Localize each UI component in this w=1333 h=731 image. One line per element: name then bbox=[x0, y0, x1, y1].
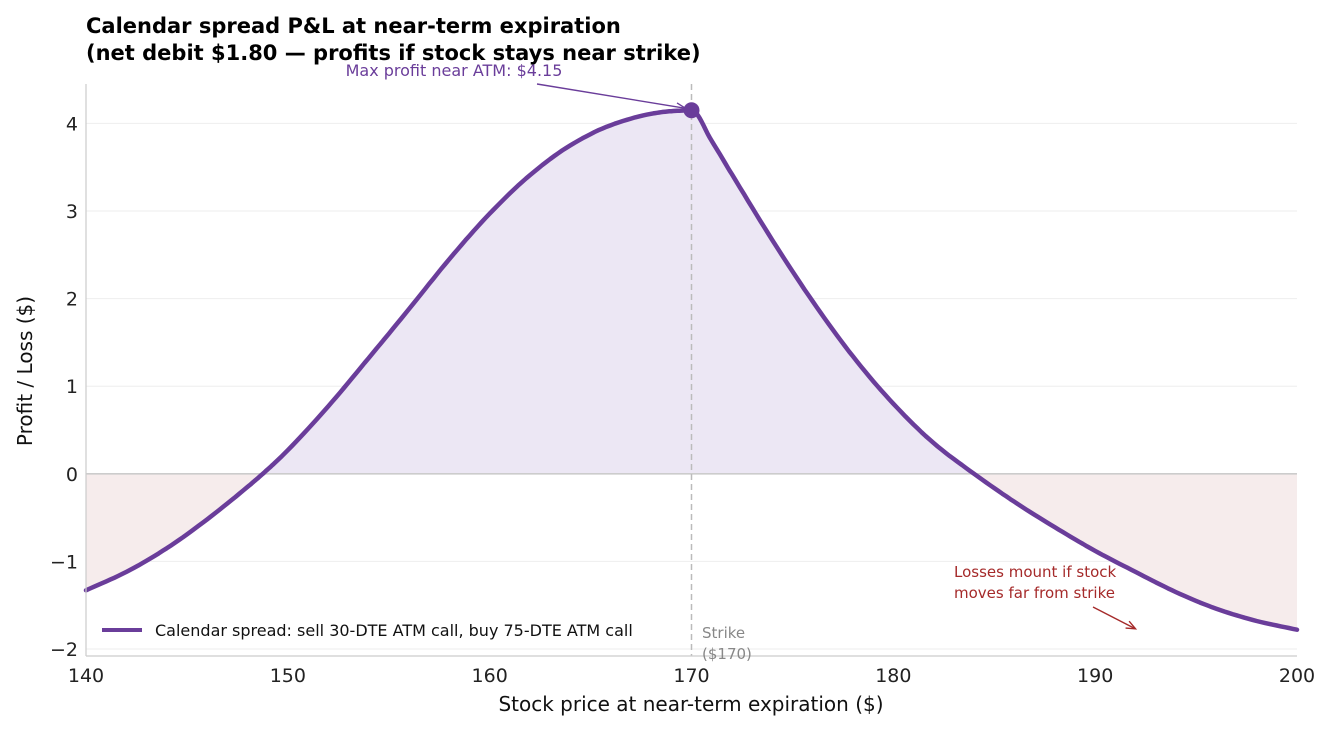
series-line bbox=[83, 108, 1300, 632]
max-profit-arrow bbox=[536, 83, 686, 109]
strike-annotation-line2: ($170) bbox=[702, 645, 752, 663]
x-tick-label: 140 bbox=[68, 665, 104, 687]
loss-arrow-head bbox=[1125, 620, 1138, 630]
x-tick-label: 200 bbox=[1279, 665, 1315, 687]
x-tick-label: 150 bbox=[270, 665, 306, 687]
x-tick-labels: 140 150 160 170 180 190 200 bbox=[68, 665, 1315, 687]
annotations: Max profit near ATM: $4.15 Losses mount … bbox=[346, 61, 1138, 663]
x-tick-label: 170 bbox=[673, 665, 709, 687]
x-tick-label: 160 bbox=[472, 665, 508, 687]
chart-title-line1: Calendar spread P&L at near-term expirat… bbox=[86, 14, 621, 38]
y-tick-label: −1 bbox=[50, 551, 78, 573]
chart-title-line2: (net debit $1.80 — profits if stock stay… bbox=[86, 41, 701, 65]
loss-arrow bbox=[1092, 606, 1136, 630]
pnl-fill-areas bbox=[86, 110, 1297, 630]
max-profit-point bbox=[683, 102, 700, 119]
y-axis-label: Profit / Loss ($) bbox=[13, 296, 37, 446]
y-tick-label: 3 bbox=[66, 201, 78, 223]
legend-label: Calendar spread: sell 30-DTE ATM call, b… bbox=[155, 621, 633, 640]
profit-area bbox=[86, 110, 1297, 474]
x-axis-label: Stock price at near-term expiration ($) bbox=[498, 692, 883, 716]
y-tick-label: 4 bbox=[66, 113, 78, 135]
max-profit-annotation: Max profit near ATM: $4.15 bbox=[346, 61, 563, 80]
loss-annotation-line2: moves far from strike bbox=[954, 584, 1115, 602]
y-tick-labels: −2 −1 0 1 2 3 4 bbox=[50, 113, 78, 661]
y-tick-label: −2 bbox=[50, 639, 78, 661]
x-tick-label: 190 bbox=[1077, 665, 1113, 687]
y-tick-label: 0 bbox=[66, 464, 78, 486]
strike-annotation-line1: Strike bbox=[702, 624, 745, 642]
legend: Calendar spread: sell 30-DTE ATM call, b… bbox=[102, 621, 633, 640]
y-tick-label: 2 bbox=[66, 289, 78, 311]
loss-area bbox=[86, 473, 1297, 630]
series-layer bbox=[83, 102, 1300, 632]
loss-annotation-line1: Losses mount if stock bbox=[954, 563, 1117, 581]
x-tick-label: 180 bbox=[875, 665, 911, 687]
axes bbox=[85, 84, 1297, 657]
max-profit-arrow-head bbox=[675, 102, 688, 112]
y-tick-label: 1 bbox=[66, 376, 78, 398]
